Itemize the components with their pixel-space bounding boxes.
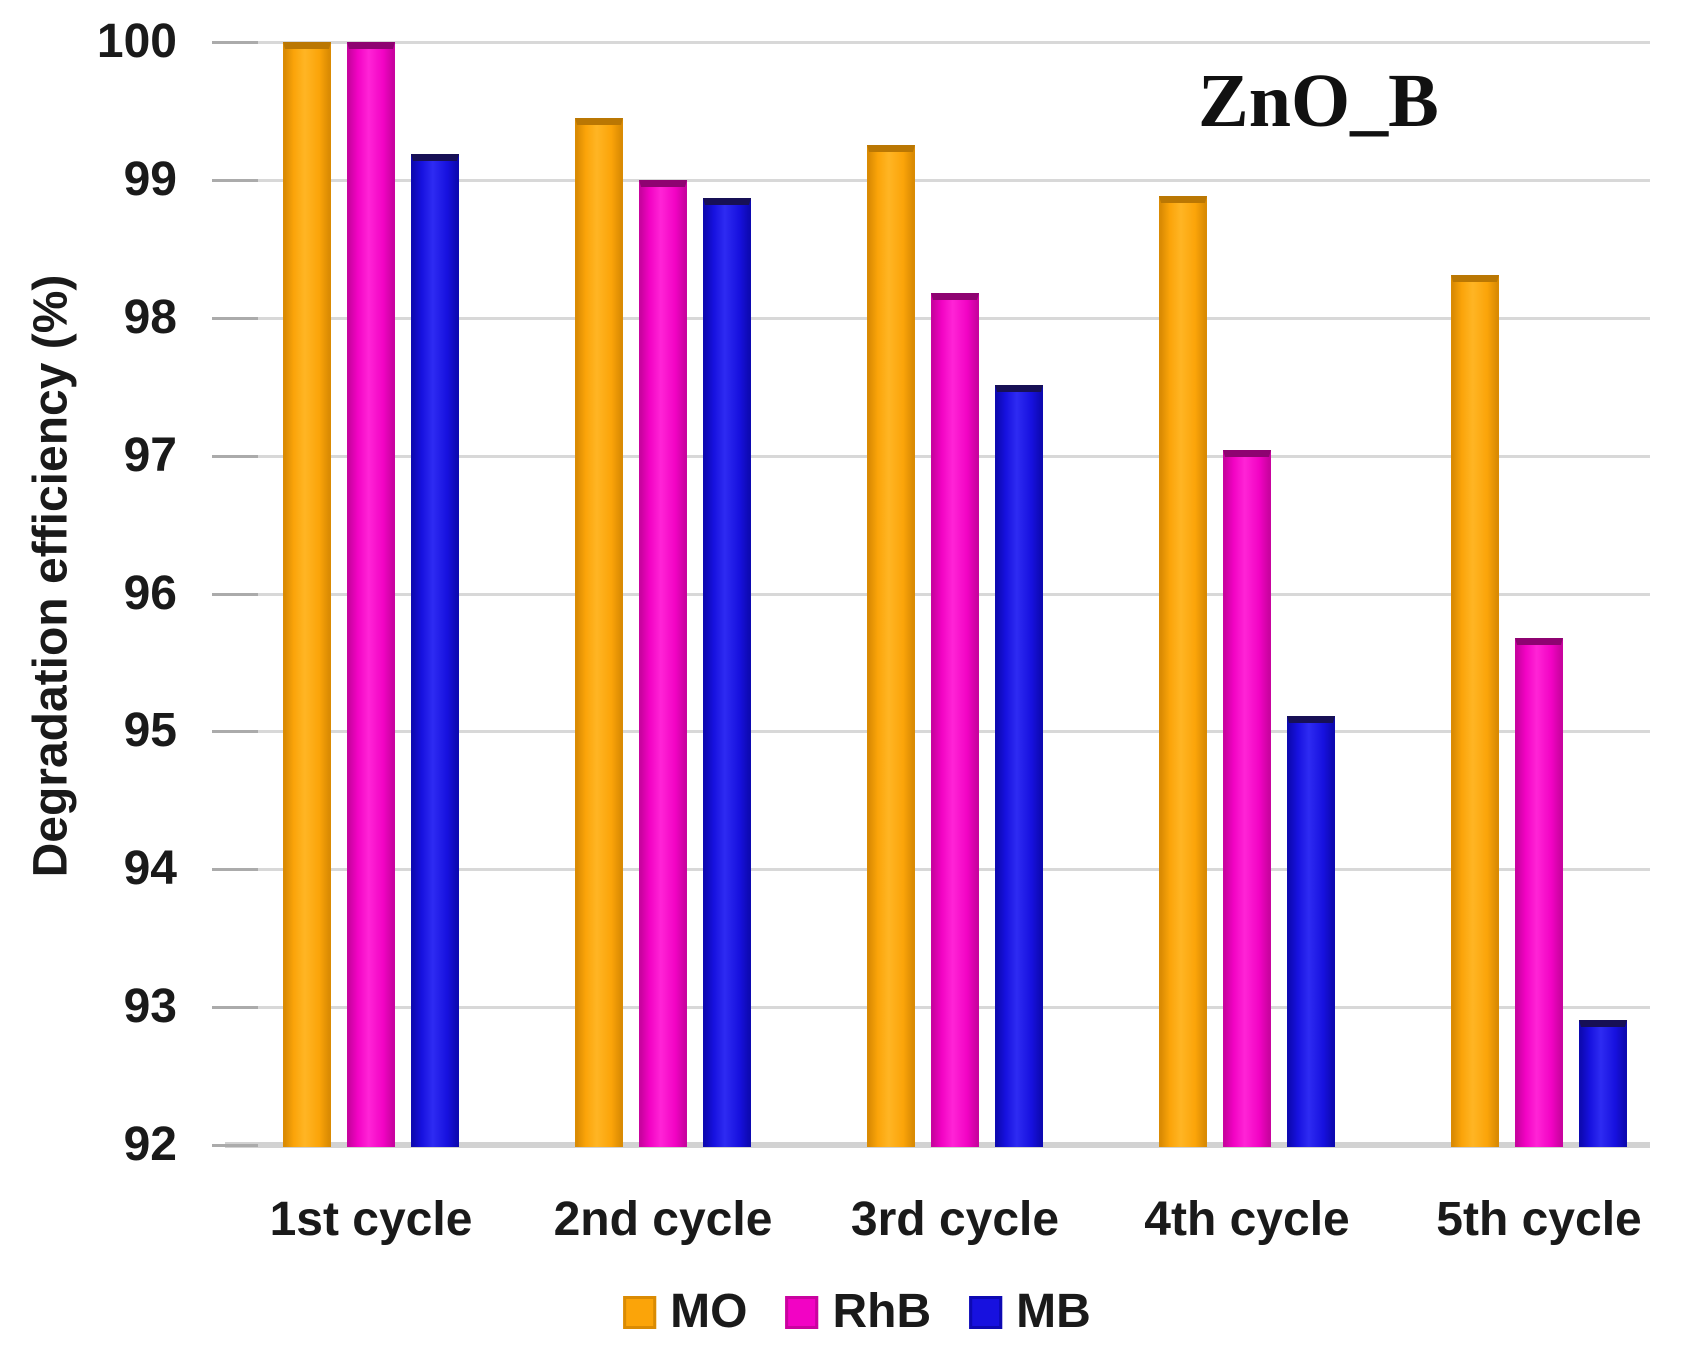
- legend-swatch-MB: [969, 1295, 1003, 1329]
- x-axis-labels: 1st cycle 2nd cycle 3rd cycle 4th cycle 5th …: [0, 1192, 1682, 1254]
- legend-label-RhB: RhB: [832, 1285, 932, 1338]
- y-tick-label-93: 93: [123, 980, 177, 1034]
- y-tick-mark-93: [212, 1006, 258, 1010]
- y-tick-mark-96: [212, 592, 258, 596]
- bar-MO-2nd-cycle: [575, 117, 623, 1147]
- y-tick-mark-94: [212, 868, 258, 872]
- legend-swatch-RhB: [785, 1295, 819, 1329]
- legend-swatch-MO: [623, 1295, 657, 1329]
- x-axis-label-1st-cycle: 1st cycle: [269, 1193, 473, 1246]
- bar-RhB-5th-cycle: [1515, 637, 1563, 1147]
- legend-label-MB: MB: [1016, 1285, 1091, 1338]
- bar-MO-3rd-cycle: [867, 145, 915, 1147]
- bar-MO-4th-cycle: [1159, 196, 1207, 1147]
- x-axis-label-2nd-cycle: 2nd cycle: [553, 1193, 773, 1246]
- y-tick-mark-100: [212, 41, 258, 44]
- bar-MB-2nd-cycle: [703, 197, 751, 1147]
- bar-RhB-4th-cycle: [1223, 450, 1271, 1147]
- y-tick-mark-95: [212, 730, 258, 734]
- bar-MB-4th-cycle: [1287, 716, 1335, 1147]
- bar-MB-3rd-cycle: [995, 385, 1043, 1147]
- legend: MO RhB MB: [623, 1288, 1091, 1336]
- y-tick-label-95: 95: [123, 704, 177, 758]
- plot-area: [212, 41, 1650, 1148]
- x-axis-label-4th-cycle: 4th cycle: [1144, 1193, 1350, 1246]
- x-axis-label-3rd-cycle: 3rd cycle: [850, 1193, 1060, 1246]
- chart-title: ZnO_B: [1198, 59, 1439, 143]
- y-tick-label-98: 98: [123, 290, 177, 344]
- y-tick-label-97: 97: [123, 428, 177, 482]
- y-tick-label-94: 94: [123, 842, 177, 896]
- y-tick-label-99: 99: [123, 152, 177, 206]
- y-tick-mark-99: [212, 178, 258, 182]
- legend-label-MO: MO: [670, 1285, 748, 1338]
- legend-item-RhB: RhB: [785, 1285, 932, 1338]
- y-tick-label-100: 100: [96, 15, 177, 68]
- gridline-100: [225, 41, 1650, 44]
- bar-MB-5th-cycle: [1579, 1019, 1627, 1147]
- y-tick-label-92: 92: [123, 1118, 177, 1171]
- y-tick-label-96: 96: [123, 566, 177, 620]
- legend-item-MO: MO: [623, 1285, 748, 1338]
- bar-MO-1st-cycle: [283, 42, 331, 1147]
- y-tick-mark-97: [212, 454, 258, 458]
- bar-MB-1st-cycle: [411, 153, 459, 1147]
- y-tick-mark-98: [212, 316, 258, 320]
- bar-RhB-3rd-cycle: [931, 292, 979, 1147]
- x-axis-label-5th-cycle: 5th cycle: [1436, 1193, 1642, 1246]
- bar-MO-5th-cycle: [1451, 275, 1499, 1147]
- gridline-99: [225, 178, 1650, 182]
- bar-RhB-2nd-cycle: [639, 179, 687, 1147]
- bar-RhB-1st-cycle: [347, 42, 395, 1147]
- legend-item-MB: MB: [969, 1288, 1091, 1336]
- y-tick-mark-92: [212, 1144, 258, 1147]
